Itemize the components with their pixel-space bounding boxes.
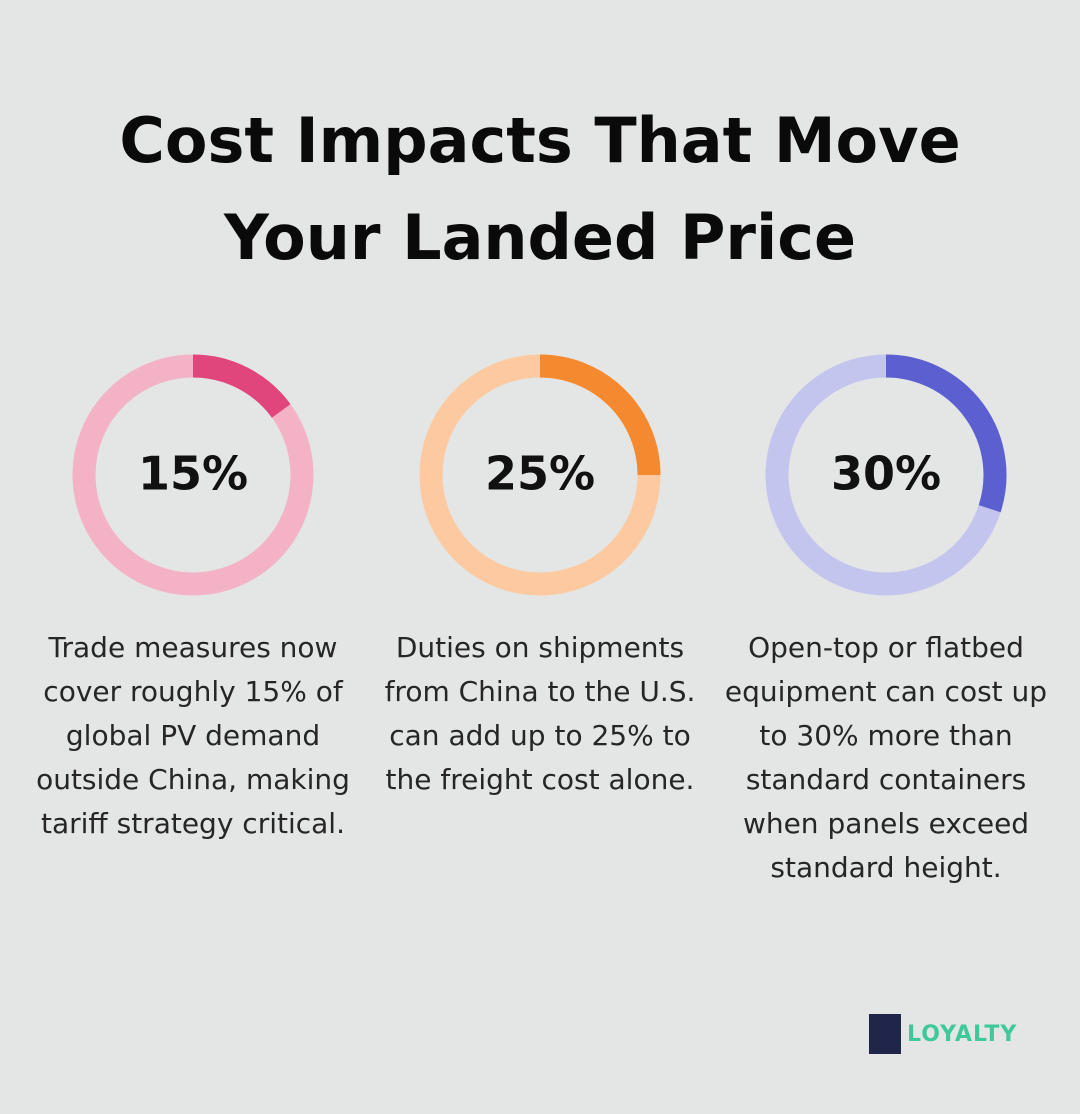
caption: Trade measures now cover roughly 15% of … — [36, 631, 350, 840]
donut-arc — [539, 354, 661, 476]
value-label: 25% — [485, 447, 595, 501]
caption: Open-top or flatbed equipment can cost u… — [724, 631, 1048, 884]
donut-arc — [885, 354, 1007, 513]
caption: Duties on shipments from China to the U.… — [384, 631, 696, 796]
logo-icon — [869, 1014, 901, 1054]
logo-text: LOYALTY — [907, 1021, 1018, 1047]
title: Cost Impacts That Move Your Landed Price — [119, 104, 961, 274]
logo: LOYALTY — [869, 1014, 1017, 1054]
value-label: 30% — [831, 447, 941, 501]
value-label: 15% — [138, 447, 248, 501]
donut-arc — [192, 354, 291, 418]
donut-charts: 15% 25% 30% — [72, 354, 1007, 596]
